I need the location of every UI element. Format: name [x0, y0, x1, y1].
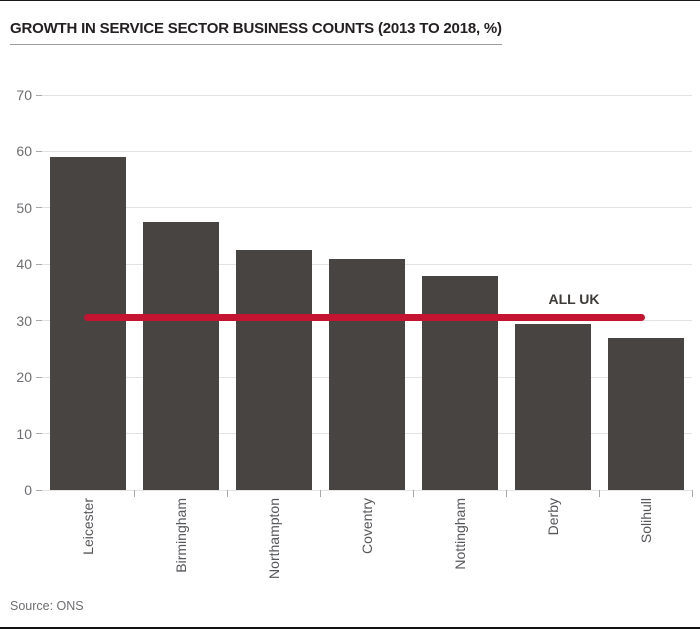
bar-birmingham — [143, 221, 220, 490]
y-axis-tick — [36, 489, 42, 491]
gridline-y0 — [42, 489, 692, 491]
y-axis-tick-label: 50 — [16, 199, 32, 216]
y-axis-tick — [36, 150, 42, 152]
y-axis-tick — [36, 320, 42, 322]
bar-solihull — [607, 337, 684, 490]
reference-line-label: ALL UK — [548, 290, 600, 307]
y-axis-tick-label: 0 — [24, 482, 32, 498]
y-axis-tick-label: 70 — [16, 87, 32, 103]
y-axis-tick — [36, 263, 42, 265]
bar-nottingham — [421, 275, 498, 490]
x-axis-label-nottingham: Nottingham — [451, 498, 468, 570]
x-axis-label-leicester: Leicester — [80, 498, 97, 555]
x-axis-label-birmingham: Birmingham — [173, 498, 190, 573]
bar-northampton — [236, 250, 313, 490]
bar-leicester — [50, 157, 127, 490]
x-axis-label-derby: Derby — [544, 498, 561, 536]
top-rule — [0, 0, 700, 1]
x-axis-tick — [320, 490, 322, 497]
bar-coventry — [329, 258, 405, 490]
gridline-y60 — [42, 150, 692, 152]
y-axis-tick-label: 30 — [16, 312, 32, 329]
x-axis-label-coventry: Coventry — [359, 498, 375, 555]
x-axis-tick — [598, 490, 600, 497]
y-axis-tick — [36, 94, 42, 96]
y-axis-tick — [36, 376, 42, 378]
source-note: Source: ONS — [10, 599, 84, 613]
x-axis-tick — [505, 490, 507, 497]
chart-title: GROWTH IN SERVICE SECTOR BUSINESS COUNTS… — [10, 20, 502, 45]
y-axis-tick — [36, 433, 42, 435]
x-axis-label-solihull: Solihull — [637, 498, 654, 544]
x-axis-tick — [227, 490, 229, 497]
gridline-y50 — [42, 207, 692, 209]
y-axis-tick-label: 10 — [16, 425, 32, 442]
y-axis-tick-label: 60 — [16, 143, 32, 160]
x-axis-tick — [412, 490, 414, 497]
x-axis-tick — [134, 490, 136, 497]
y-axis-tick-label: 20 — [16, 369, 32, 386]
bar-derby — [514, 323, 591, 490]
y-axis-tick — [36, 207, 42, 209]
bottom-rule — [0, 627, 700, 629]
y-axis-tick-label: 40 — [16, 256, 32, 273]
gridline-y70 — [42, 94, 692, 96]
x-axis-tick — [691, 490, 693, 497]
reference-line — [84, 314, 645, 322]
x-axis-label-northampton: Northampton — [266, 498, 283, 579]
